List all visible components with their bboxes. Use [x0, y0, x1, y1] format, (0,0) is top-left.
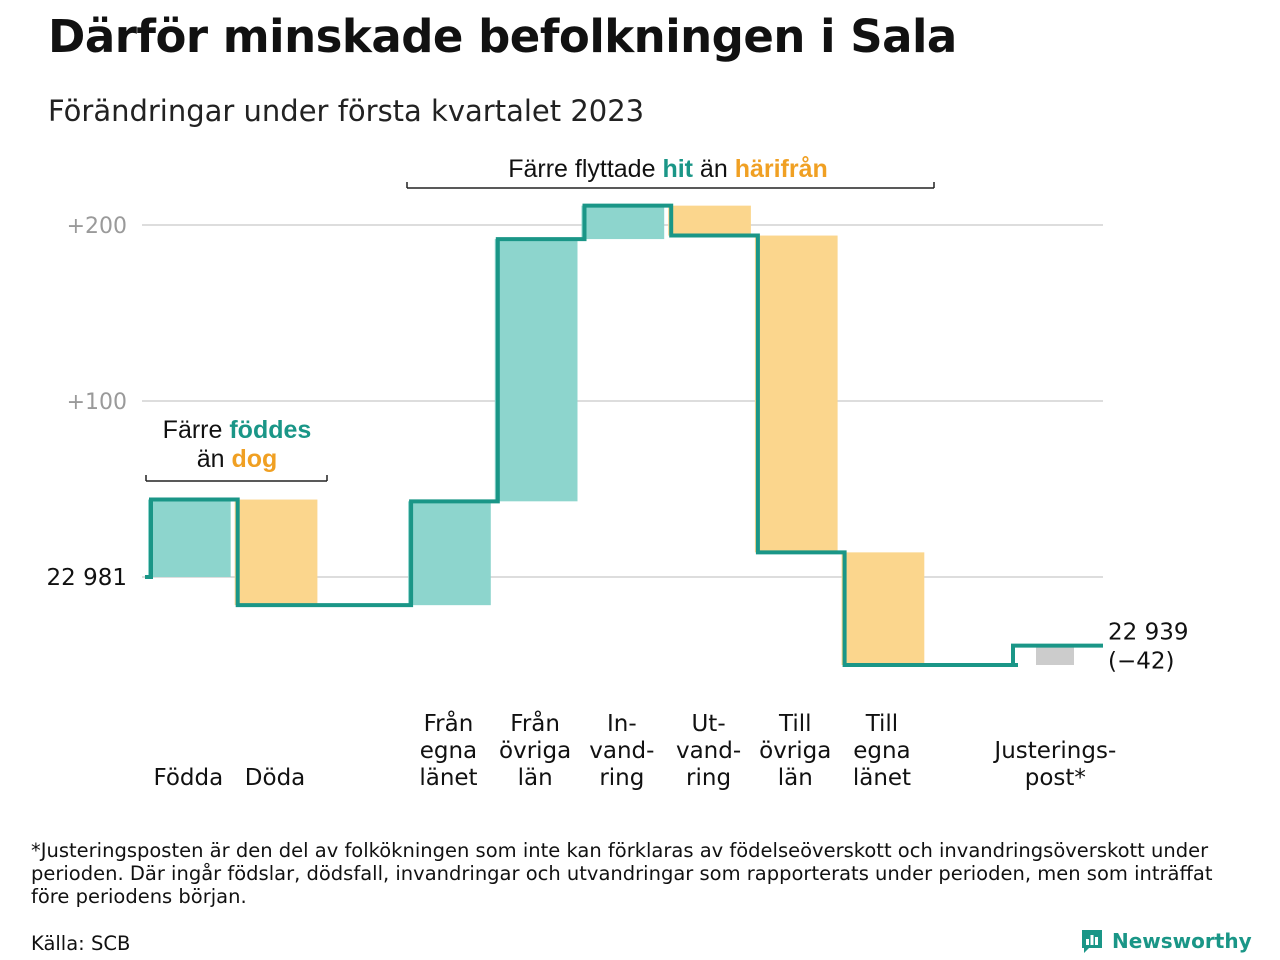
category-label: Till: [778, 711, 812, 737]
bar-från-egna-länet: [408, 501, 491, 606]
end-value-label: 22 939: [1108, 620, 1188, 646]
bar-in-vandring: [581, 205, 665, 240]
category-label: Från: [510, 709, 560, 737]
category-label: övriga: [499, 738, 571, 764]
footnote: *Justeringsposten är den del av folkökni…: [31, 839, 1213, 908]
annotation-bracket: [145, 475, 328, 482]
annotation-migration-part: hit: [662, 155, 693, 183]
start-value-label: 22 981: [47, 565, 127, 591]
annotation-births-line1: Färre föddes: [163, 416, 312, 444]
bar-ut-vandring: [668, 205, 751, 236]
bars: [148, 205, 1074, 665]
category-label: Ut-: [691, 711, 725, 737]
category-label: Från: [424, 709, 474, 737]
category-label: Födda: [153, 765, 223, 791]
category-label: ring: [686, 765, 731, 791]
category-labels: Födda DödaFrånegnalänetFrånövrigalänIn-va…: [153, 709, 1116, 791]
annotation-births-line2-part: dog: [231, 445, 277, 473]
bar-födda: [148, 499, 231, 577]
annotation-births-line2-part: än: [197, 445, 232, 473]
annotation-bracket: [406, 182, 935, 189]
category-label: egna: [420, 738, 477, 764]
chart-title: Därför minskade befolkningen i Sala: [48, 10, 957, 63]
y-tick-label: +100: [67, 390, 127, 415]
category-label: län: [778, 765, 813, 791]
category-label: Döda: [245, 765, 305, 791]
annotation-migration-part: Färre flyttade: [508, 155, 662, 183]
chart-subtitle: Förändringar under första kvartalet 2023: [48, 94, 645, 128]
annotation-births-line1-part: Färre: [163, 416, 230, 444]
category-label: vand-: [589, 738, 654, 764]
bar-från-övriga-län: [494, 239, 578, 502]
category-label: egna: [853, 738, 910, 764]
running-total-line: [145, 203, 1103, 667]
bar-justeringspost-: [1036, 645, 1074, 665]
source-text: Källa: SCB: [31, 932, 131, 955]
cumulative-line: 22 939 (−42): [145, 203, 1188, 675]
annotation-migration-part: härifrån: [735, 155, 828, 183]
category-label: In-: [607, 711, 637, 737]
annotation-births-line1-part: föddes: [229, 416, 311, 444]
brand-name: Newsworthy: [1112, 929, 1252, 953]
end-change-label: (−42): [1108, 649, 1174, 675]
annotation-migration: Färre flyttade hit än härifrån: [508, 155, 828, 183]
category-label: post*: [1025, 765, 1086, 791]
category-label: länet: [853, 765, 911, 791]
category-label: vand-: [676, 738, 741, 764]
bar-döda: [234, 499, 318, 606]
annotation-migration-part: än: [693, 155, 735, 183]
newsworthy-logo: Newsworthy: [1080, 928, 1252, 954]
category-label: övriga: [759, 738, 831, 764]
category-label: Justerings-: [992, 738, 1116, 764]
annotation-births-line2: än dog: [197, 445, 278, 473]
category-label: Till: [865, 711, 899, 737]
category-label: län: [518, 765, 553, 791]
newsworthy-logo-icon: [1082, 930, 1102, 953]
y-tick-label: +200: [67, 214, 127, 239]
category-label: ring: [599, 765, 644, 791]
category-label: länet: [419, 765, 477, 791]
bar-till-egna-länet: [841, 552, 925, 665]
bar-till-övriga-län: [754, 235, 838, 553]
